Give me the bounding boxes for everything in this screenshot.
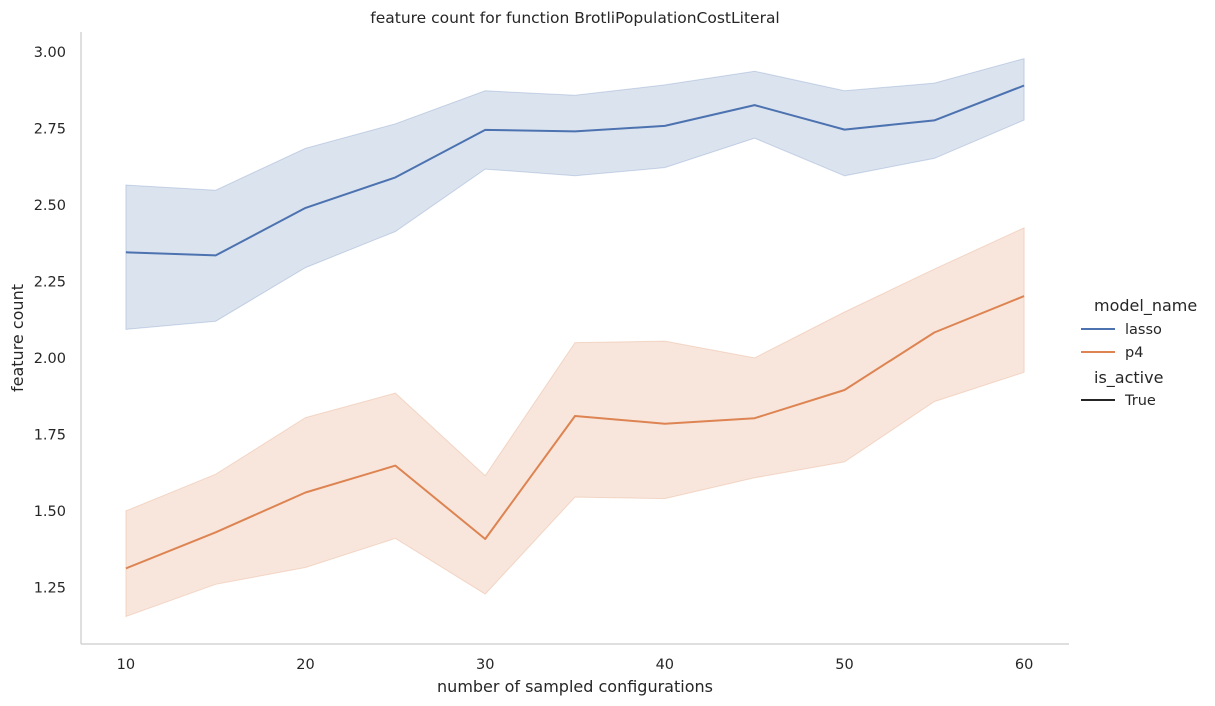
ci-band-lasso: [125, 57, 1025, 330]
chart-title: feature count for function BrotliPopulat…: [370, 9, 780, 27]
x-tick-labels: 10 20 30 40 50 60: [117, 657, 1034, 673]
x-tick-label: 50: [835, 657, 853, 673]
x-tick-label: 20: [296, 657, 314, 673]
y-tick-label: 2.75: [34, 121, 66, 137]
y-tick-label: 2.25: [34, 274, 66, 290]
y-tick-labels: 1.25 1.50 1.75 2.00 2.25 2.50 2.75 3.00: [34, 45, 66, 597]
y-tick-label: 2.50: [34, 198, 66, 214]
y-tick-label: 2.00: [34, 351, 66, 367]
legend-label-lasso: lasso: [1125, 322, 1162, 338]
series-lines: [125, 84, 1025, 570]
ci-band-p4: [125, 227, 1025, 618]
x-tick-label: 30: [476, 657, 494, 673]
legend-label-p4: p4: [1125, 345, 1143, 361]
x-tick-label: 10: [117, 657, 135, 673]
y-tick-label: 3.00: [34, 45, 66, 61]
y-tick-label: 1.75: [34, 427, 66, 443]
confidence-bands: [125, 57, 1025, 618]
x-tick-label: 40: [656, 657, 674, 673]
y-axis-label: feature count: [8, 284, 27, 392]
legend-label-true: True: [1124, 393, 1156, 409]
legend: model_name lasso p4 is_active True: [1081, 296, 1197, 409]
y-tick-label: 1.50: [34, 504, 66, 520]
x-tick-label: 60: [1015, 657, 1033, 673]
x-axis-label: number of sampled configurations: [437, 677, 713, 696]
series-line-lasso: [125, 84, 1025, 257]
legend-style-title: is_active: [1094, 368, 1163, 388]
legend-hue-title: model_name: [1094, 296, 1197, 316]
y-tick-label: 1.25: [34, 580, 66, 596]
series-line-p4: [125, 295, 1025, 570]
